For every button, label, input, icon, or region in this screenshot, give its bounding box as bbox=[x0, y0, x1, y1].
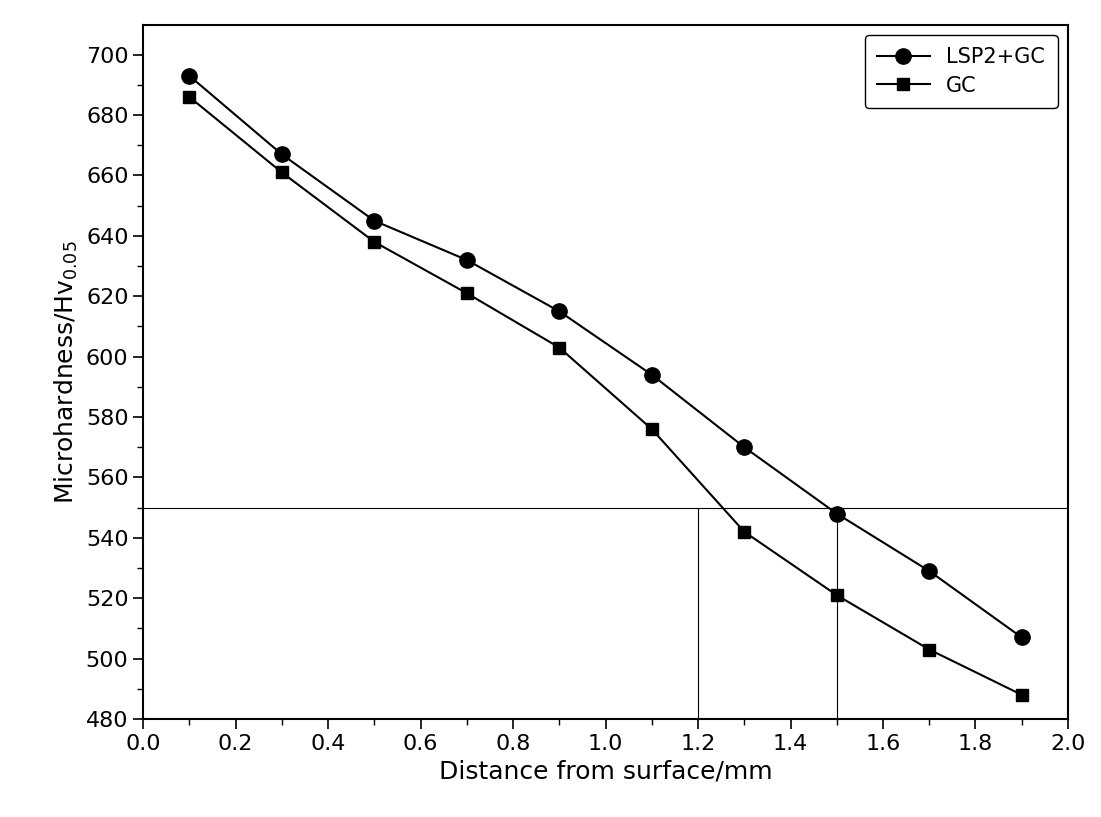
GC bbox=[368, 237, 381, 247]
GC bbox=[738, 527, 751, 537]
LSP2+GC bbox=[1015, 632, 1028, 642]
LSP2+GC bbox=[830, 509, 843, 519]
Line: GC: GC bbox=[183, 91, 1028, 701]
LSP2+GC bbox=[645, 370, 658, 380]
LSP2+GC bbox=[183, 71, 196, 81]
GC bbox=[645, 424, 658, 434]
LSP2+GC bbox=[738, 442, 751, 452]
X-axis label: Distance from surface/mm: Distance from surface/mm bbox=[438, 759, 773, 784]
LSP2+GC bbox=[275, 150, 288, 159]
GC bbox=[460, 288, 473, 298]
GC bbox=[923, 645, 936, 654]
GC bbox=[275, 167, 288, 177]
Line: LSP2+GC: LSP2+GC bbox=[182, 68, 1029, 645]
Y-axis label: Microhardness/Hv$_{0.05}$: Microhardness/Hv$_{0.05}$ bbox=[53, 240, 80, 503]
LSP2+GC bbox=[368, 216, 381, 225]
LSP2+GC bbox=[923, 566, 936, 576]
GC bbox=[183, 92, 196, 102]
LSP2+GC bbox=[460, 255, 473, 265]
GC bbox=[1015, 690, 1028, 699]
LSP2+GC bbox=[553, 306, 566, 316]
GC bbox=[830, 590, 843, 600]
Legend: LSP2+GC, GC: LSP2+GC, GC bbox=[865, 35, 1058, 109]
GC bbox=[553, 342, 566, 352]
